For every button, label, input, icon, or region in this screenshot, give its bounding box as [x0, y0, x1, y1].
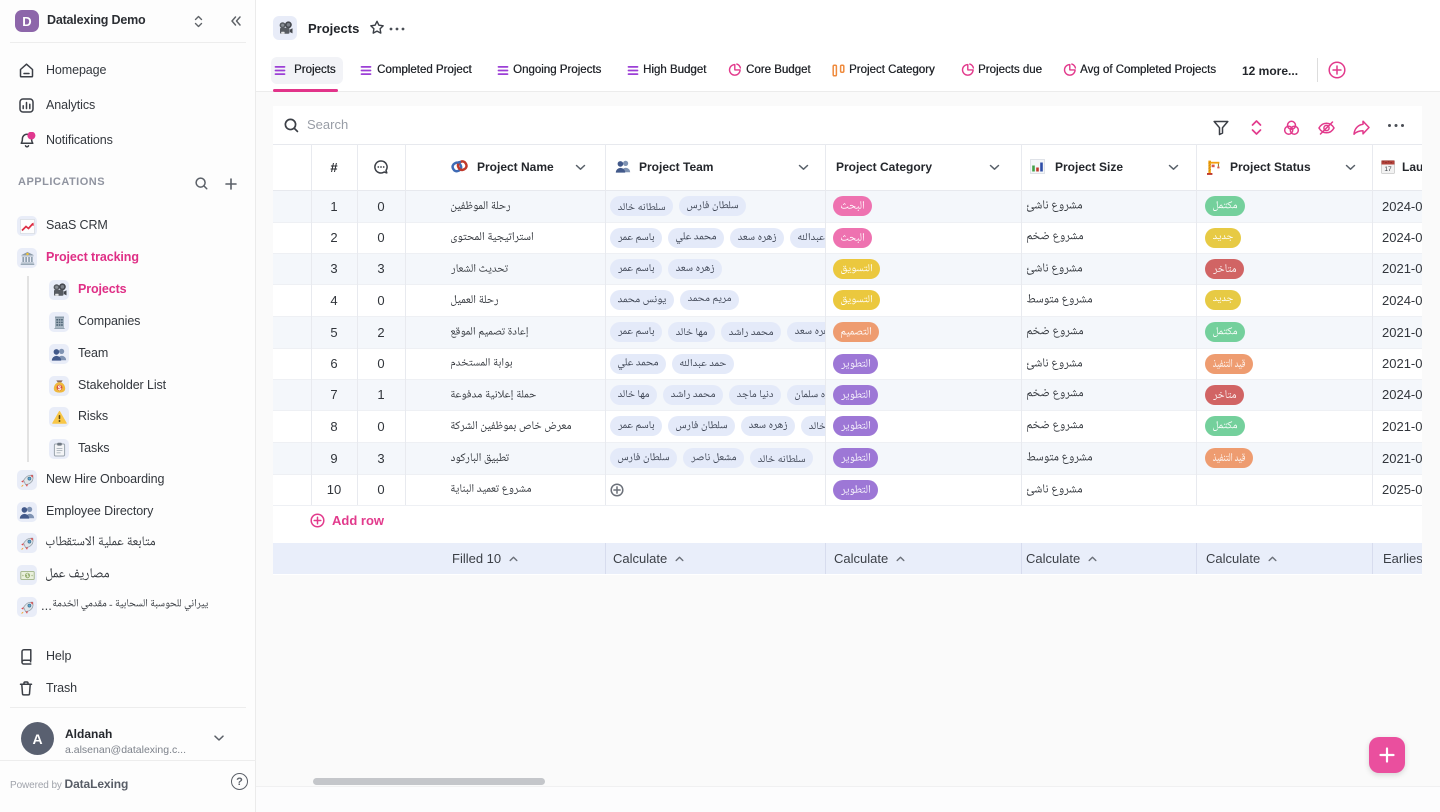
svg-text:17: 17	[1384, 166, 1392, 173]
svg-text:$: $	[57, 384, 61, 391]
